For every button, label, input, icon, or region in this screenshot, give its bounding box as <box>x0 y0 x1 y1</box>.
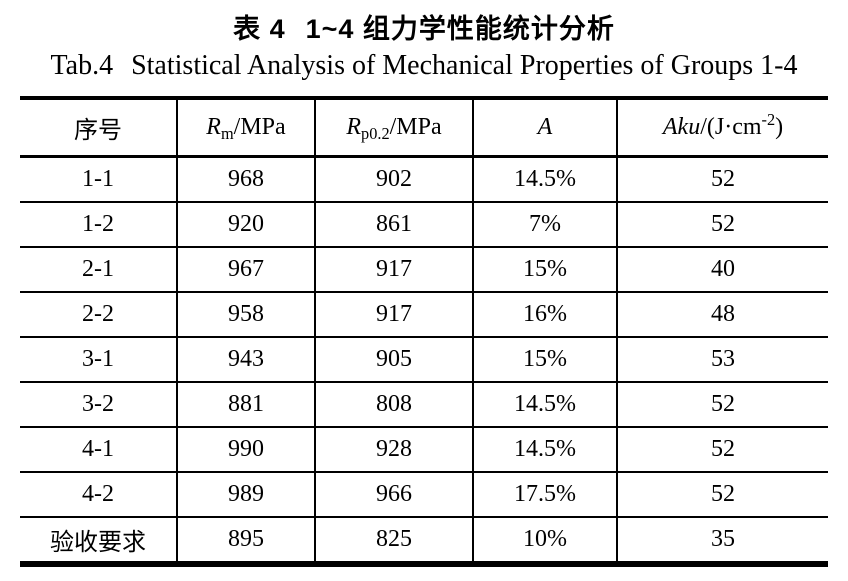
cell-a: 14.5% <box>472 156 617 203</box>
header-cell-col-elongation-a: A <box>472 98 617 158</box>
cell-aku: 52 <box>616 472 828 518</box>
table-caption-english: Tab.4 Statistical Analysis of Mechanical … <box>0 50 848 82</box>
cell-rp02: 966 <box>314 472 473 518</box>
cell-rp02: 928 <box>314 427 473 473</box>
cell-serial: 3-2 <box>20 382 177 428</box>
cell-rp02: 917 <box>314 292 473 338</box>
table-row: 3-1 943 905 15% 53 <box>20 337 828 383</box>
cell-rm: 895 <box>176 517 315 565</box>
table-row: 4-1 990 928 14.5% 52 <box>20 427 828 473</box>
cell-rp02: 825 <box>314 517 473 565</box>
table-row: 验收要求 895 825 10% 35 <box>20 517 828 565</box>
cell-serial: 1-2 <box>20 202 177 248</box>
cell-aku: 48 <box>616 292 828 338</box>
cell-aku: 53 <box>616 337 828 383</box>
cell-serial: 4-2 <box>20 472 177 518</box>
table-row: 4-2 989 966 17.5% 52 <box>20 472 828 518</box>
cell-a: 14.5% <box>472 427 617 473</box>
table-header-row: 序号 Rm/MPa Rp0.2/MPa A Aku/(J·cm-2) <box>20 98 828 158</box>
cell-serial: 2-1 <box>20 247 177 293</box>
cell-rp02: 808 <box>314 382 473 428</box>
cell-rm: 989 <box>176 472 315 518</box>
cell-rp02: 861 <box>314 202 473 248</box>
cell-a: 15% <box>472 247 617 293</box>
cell-serial: 3-1 <box>20 337 177 383</box>
table-caption-english-text: Statistical Analysis of Mechanical Prope… <box>131 50 798 81</box>
table-row: 2-1 967 917 15% 40 <box>20 247 828 293</box>
cell-a: 14.5% <box>472 382 617 428</box>
cell-rp02: 905 <box>314 337 473 383</box>
table-row: 3-2 881 808 14.5% 52 <box>20 382 828 428</box>
cell-aku: 40 <box>616 247 828 293</box>
cell-rm: 958 <box>176 292 315 338</box>
cell-rm: 968 <box>176 156 315 203</box>
table-number-chinese: 表 4 <box>233 14 286 44</box>
cell-a: 10% <box>472 517 617 565</box>
cell-a: 7% <box>472 202 617 248</box>
cell-rp02: 902 <box>314 156 473 203</box>
header-cell-col-aku: Aku/(J·cm-2) <box>616 98 828 158</box>
cell-rp02: 917 <box>314 247 473 293</box>
cell-a: 17.5% <box>472 472 617 518</box>
cell-aku: 52 <box>616 202 828 248</box>
cell-aku: 52 <box>616 427 828 473</box>
cell-a: 15% <box>472 337 617 383</box>
cell-serial: 验收要求 <box>20 517 177 565</box>
cell-serial: 4-1 <box>20 427 177 473</box>
cell-serial: 2-2 <box>20 292 177 338</box>
cell-rm: 990 <box>176 427 315 473</box>
table-row: 2-2 958 917 16% 48 <box>20 292 828 338</box>
cell-aku: 52 <box>616 382 828 428</box>
cell-aku: 52 <box>616 156 828 203</box>
cell-aku: 35 <box>616 517 828 565</box>
table-row: 1-2 920 861 7% 52 <box>20 202 828 248</box>
cell-a: 16% <box>472 292 617 338</box>
table-number-english: Tab.4 <box>50 50 114 81</box>
header-cell-col-serial-number: 序号 <box>20 98 177 158</box>
cell-rm: 881 <box>176 382 315 428</box>
header-cell-col-rp02-mpa: Rp0.2/MPa <box>314 98 473 158</box>
cell-rm: 967 <box>176 247 315 293</box>
table-caption-chinese-text: 1~4 组力学性能统计分析 <box>305 14 615 44</box>
table-row: 1-1 968 902 14.5% 52 <box>20 156 828 203</box>
cell-rm: 943 <box>176 337 315 383</box>
header-cell-col-rm-mpa: Rm/MPa <box>176 98 315 158</box>
mechanical-properties-table: 序号 Rm/MPa Rp0.2/MPa A Aku/(J·cm-2) 1-1 968 902… <box>20 96 828 567</box>
cell-serial: 1-1 <box>20 156 177 203</box>
table-caption-chinese: 表 4 1~4 组力学性能统计分析 <box>0 7 848 46</box>
cell-rm: 920 <box>176 202 315 248</box>
